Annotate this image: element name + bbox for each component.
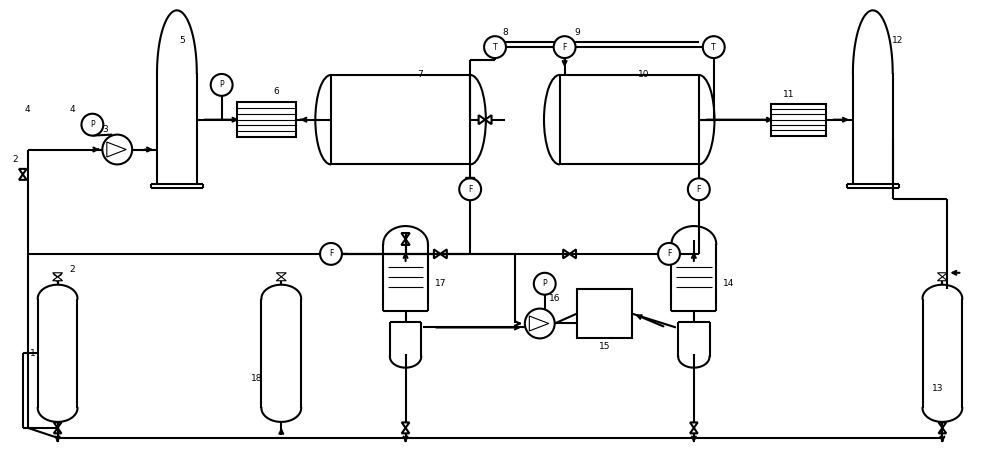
Circle shape (658, 243, 680, 265)
Text: F: F (697, 185, 701, 194)
Polygon shape (276, 273, 286, 277)
Text: T: T (711, 43, 716, 52)
Text: 12: 12 (892, 36, 903, 45)
Circle shape (484, 36, 506, 58)
Text: 8: 8 (502, 27, 508, 36)
Circle shape (459, 178, 481, 200)
Text: 1: 1 (30, 349, 36, 358)
Circle shape (703, 36, 725, 58)
Circle shape (320, 243, 342, 265)
Polygon shape (53, 277, 63, 281)
Polygon shape (937, 273, 947, 277)
Bar (771, 104, 826, 136)
Circle shape (81, 114, 103, 136)
Circle shape (525, 309, 555, 338)
Text: 17: 17 (435, 279, 446, 288)
Text: 4: 4 (25, 105, 31, 114)
Circle shape (102, 135, 132, 164)
Circle shape (534, 273, 556, 295)
Polygon shape (54, 274, 62, 277)
Text: 5: 5 (179, 36, 185, 45)
Text: 14: 14 (723, 279, 734, 288)
Text: 2: 2 (70, 265, 75, 274)
Polygon shape (53, 273, 63, 277)
Text: 2: 2 (12, 155, 18, 164)
Text: 7: 7 (418, 71, 423, 80)
Bar (237, 102, 296, 137)
Circle shape (554, 36, 576, 58)
Text: 4: 4 (70, 105, 75, 114)
Text: F: F (329, 249, 333, 258)
Polygon shape (276, 277, 286, 281)
Text: P: P (219, 81, 224, 90)
Text: 13: 13 (932, 383, 943, 392)
Text: F: F (667, 249, 671, 258)
Text: 16: 16 (549, 294, 560, 303)
Text: P: P (542, 279, 547, 288)
Polygon shape (937, 277, 947, 281)
Text: 15: 15 (599, 342, 610, 351)
Bar (331, 75, 470, 164)
Bar (560, 75, 699, 164)
Text: 3: 3 (102, 125, 108, 134)
Text: 18: 18 (251, 374, 262, 383)
Bar (577, 289, 632, 338)
Polygon shape (54, 279, 62, 282)
Text: 11: 11 (783, 91, 794, 100)
Circle shape (688, 178, 710, 200)
Text: F: F (562, 43, 567, 52)
Text: 9: 9 (575, 27, 580, 36)
Text: T: T (493, 43, 497, 52)
Text: 10: 10 (638, 71, 650, 80)
Circle shape (211, 74, 233, 96)
Text: 6: 6 (273, 87, 279, 96)
Text: P: P (90, 120, 95, 129)
Text: F: F (468, 185, 472, 194)
